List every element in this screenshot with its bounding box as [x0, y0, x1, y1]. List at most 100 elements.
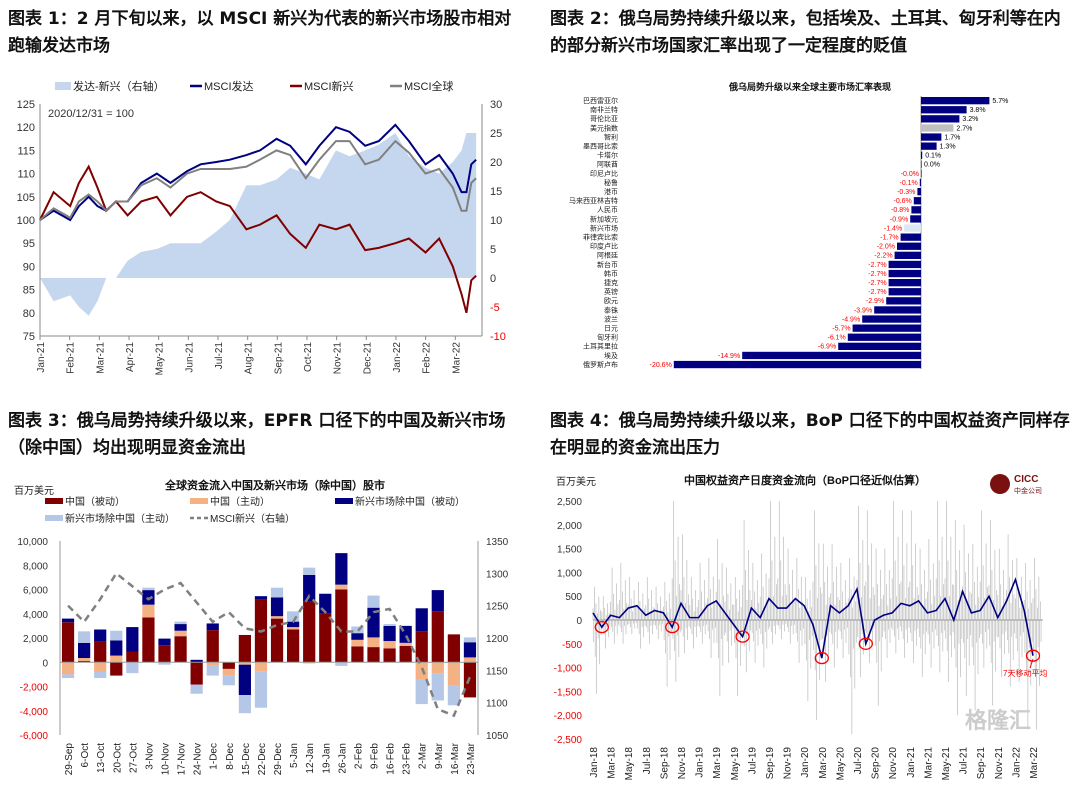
- bar-segment: [351, 639, 364, 647]
- y2-tick-label: 25: [490, 128, 502, 140]
- x-tick-label: May-20: [835, 747, 846, 781]
- bar-segment: [351, 646, 364, 663]
- category-label: 美元指数: [590, 123, 618, 132]
- legend-swatch: [55, 82, 71, 90]
- value-label: -0.1%: [900, 180, 918, 187]
- y2-tick-label: 20: [490, 157, 502, 169]
- x-tick-label: 29-Sep: [64, 743, 75, 776]
- bar-segment: [254, 671, 268, 708]
- category-label: 马来西亚林吉特: [569, 196, 618, 205]
- y-tick-label: 1,000: [557, 568, 582, 579]
- bar: [673, 360, 921, 369]
- category-label: 印度卢比: [590, 242, 618, 251]
- highlight-circle: [665, 620, 680, 634]
- x-tick-label: Jul-19: [747, 747, 758, 775]
- bar-segment: [270, 618, 284, 663]
- bar: [921, 169, 922, 178]
- x-tick-label: May-21: [941, 747, 952, 781]
- bar-segment: [206, 665, 219, 676]
- bar-segment: [447, 685, 460, 706]
- chart-title: 中国权益资产日度资金流向（BoP口径近似估算）: [684, 473, 926, 487]
- x-tick-label: Jul-18: [642, 747, 653, 775]
- value-label: -0.8%: [891, 207, 909, 214]
- y-tick-label: -4,000: [20, 707, 49, 718]
- legend-label: 新兴市场除中国（被动）: [355, 495, 465, 508]
- bar-segment: [303, 601, 316, 663]
- y-tick-label: 6,000: [23, 586, 48, 597]
- annotation-label: 7天移动平均: [1003, 668, 1047, 678]
- legend-label: 中国（主动）: [210, 495, 270, 508]
- x-tick-label: Dec-21: [362, 342, 373, 375]
- category-label: 波兰: [604, 314, 618, 323]
- bar-segment: [335, 584, 348, 590]
- legend-swatch: [45, 498, 63, 504]
- y-tick-label: -6,000: [20, 731, 49, 742]
- x-tick-label: Mar-21: [923, 747, 934, 779]
- bar-segment: [110, 655, 123, 663]
- bar: [852, 324, 921, 332]
- y-tick-label: 10,000: [17, 537, 48, 548]
- value-label: -2.2%: [874, 253, 892, 260]
- bar-segment: [174, 624, 187, 631]
- bar-segment: [431, 662, 444, 674]
- x-tick-label: 1-Dec: [209, 743, 220, 770]
- bar-segment: [463, 637, 477, 643]
- category-label: 智利: [604, 132, 618, 141]
- bar-segment: [190, 662, 203, 685]
- bar: [921, 133, 942, 141]
- value-label: -2.7%: [868, 289, 886, 296]
- y-tick-label: 110: [17, 169, 35, 181]
- value-label: -0.9%: [890, 216, 908, 223]
- x-tick-label: 23-Mar: [466, 742, 477, 774]
- value-label: -2.7%: [868, 280, 886, 287]
- y-tick-label: 85: [23, 285, 35, 297]
- y2-tick-label: 1050: [486, 731, 509, 742]
- value-label: 1.3%: [940, 144, 956, 151]
- bar: [911, 206, 921, 214]
- chart-title: 全球资金流入中国及新兴市场（除中国）股市: [164, 478, 385, 492]
- bar-segment: [61, 662, 75, 675]
- bar-segment: [94, 641, 107, 663]
- bar-segment: [335, 589, 348, 663]
- bar: [838, 342, 921, 350]
- bar: [862, 315, 921, 323]
- bar-segment: [415, 679, 428, 705]
- category-label: 韩币: [604, 269, 618, 278]
- bar-segment: [238, 694, 251, 714]
- legend-swatch: [45, 515, 63, 521]
- bar-segment: [222, 668, 235, 676]
- figure3-title: 图表 3：俄乌局势持续升级以来，EPFR 口径下的中国及新兴市场（除中国）均出现…: [8, 411, 506, 458]
- value-label: -1.7%: [880, 235, 898, 242]
- bar: [910, 215, 921, 223]
- bar-segment: [431, 590, 444, 612]
- y-tick-label: -1,500: [554, 687, 583, 698]
- value-label: -0.6%: [894, 198, 912, 205]
- category-label: 印尼卢比: [590, 169, 618, 178]
- x-tick-label: 3-Nov: [144, 743, 155, 770]
- bar-segment: [303, 574, 316, 602]
- category-label: 菲律宾比索: [583, 233, 618, 242]
- y2-tick-label: 15: [490, 186, 502, 198]
- legend-label: MSCI新兴（右轴）: [210, 512, 295, 525]
- bar: [888, 260, 921, 269]
- bar-segment: [367, 607, 380, 638]
- bar-segment: [447, 662, 460, 686]
- bar-segment: [367, 595, 380, 608]
- bar-segment: [142, 617, 155, 663]
- bar-segment: [174, 630, 187, 637]
- bar: [874, 306, 921, 314]
- bar: [897, 242, 921, 250]
- x-tick-label: 10-Nov: [161, 743, 172, 775]
- bar-segment: [447, 634, 460, 663]
- bar: [917, 188, 921, 196]
- y-tick-label: 115: [17, 145, 35, 157]
- x-tick-label: 16-Mar: [450, 742, 461, 774]
- x-tick-label: 22-Dec: [257, 743, 268, 775]
- x-tick-label: Oct-21: [303, 342, 314, 372]
- bar-segment: [222, 675, 235, 686]
- y-tick-label: 8,000: [23, 561, 48, 572]
- bar-segment: [61, 618, 75, 623]
- y-tick-label: 125: [17, 99, 35, 111]
- bar-segment: [319, 613, 332, 663]
- legend-label: 发达-新兴（右轴）: [73, 79, 165, 93]
